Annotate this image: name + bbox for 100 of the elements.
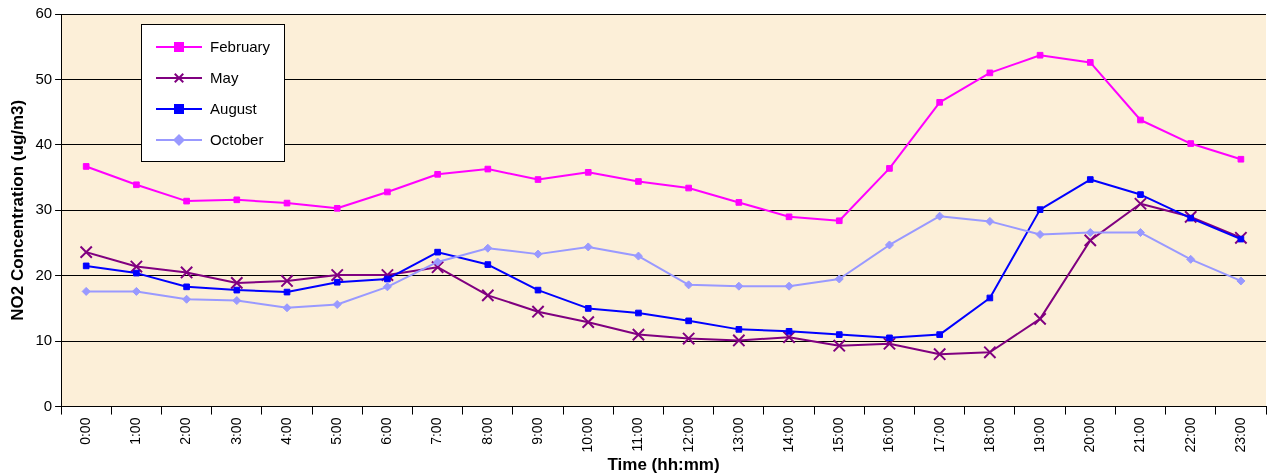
point (1186, 254, 1196, 264)
y-tick-label: 30 (35, 200, 53, 218)
point (1035, 229, 1045, 239)
point (782, 330, 796, 344)
point (183, 283, 190, 291)
point (1237, 155, 1245, 163)
x-tick-label: 15:00 (830, 417, 847, 453)
point (633, 251, 643, 261)
point (283, 199, 291, 207)
x-tick-label: 14:00 (779, 417, 796, 453)
point (484, 165, 492, 173)
point (735, 326, 743, 333)
point (382, 282, 392, 292)
point (1236, 276, 1246, 286)
point (983, 345, 997, 359)
x-tick-label: 16:00 (880, 417, 897, 453)
point (732, 333, 746, 348)
y-axis-title: NO2 Concentration (ug/m3) (7, 99, 27, 321)
point (635, 309, 642, 317)
point (183, 197, 190, 205)
point (534, 286, 542, 294)
y-tick-label: 0 (43, 396, 53, 414)
point (1237, 235, 1245, 243)
point (1184, 210, 1198, 224)
point (986, 294, 994, 302)
point (1085, 228, 1095, 238)
point (332, 300, 342, 309)
point (79, 245, 93, 259)
point (1086, 176, 1094, 183)
point (384, 275, 391, 283)
point (534, 176, 542, 183)
point (785, 213, 793, 221)
point (933, 347, 947, 361)
point (434, 248, 441, 256)
point (681, 331, 696, 346)
x-tick-label: 22:00 (1181, 417, 1198, 453)
point (82, 163, 90, 170)
point (884, 240, 894, 250)
point (230, 276, 244, 290)
x-axis-title: Time (hh:mm) (607, 455, 720, 475)
point (785, 328, 793, 335)
point (182, 294, 192, 304)
point (835, 217, 843, 225)
point (986, 69, 994, 77)
point (1133, 197, 1148, 211)
point (133, 269, 140, 277)
point (333, 204, 341, 212)
x-tick-label: 9:00 (528, 417, 545, 445)
point (333, 278, 341, 286)
point (1036, 51, 1044, 59)
point (635, 178, 642, 185)
x-tick-label: 19:00 (1030, 417, 1047, 453)
x-tick-label: 10:00 (579, 417, 596, 453)
point (834, 274, 844, 284)
point (985, 216, 995, 226)
point (1187, 140, 1195, 147)
point (282, 303, 292, 313)
x-tick-label: 11:00 (629, 417, 646, 452)
point (886, 165, 893, 172)
x-tick-label: 21:00 (1131, 417, 1148, 453)
x-tick-label: 17:00 (930, 417, 947, 453)
point (531, 305, 545, 319)
point (330, 268, 344, 282)
point (936, 99, 943, 106)
point (232, 296, 242, 306)
point (233, 196, 241, 204)
point (685, 317, 692, 325)
point (1033, 312, 1047, 326)
y-tick-label: 40 (35, 135, 53, 152)
point (1083, 233, 1097, 248)
point (631, 327, 646, 342)
point (1086, 59, 1094, 66)
point (484, 261, 492, 268)
point (483, 243, 493, 253)
y-tick-label: 50 (35, 69, 53, 87)
point (179, 265, 194, 280)
legend-label: February (210, 38, 271, 55)
point (1137, 116, 1144, 124)
point (233, 286, 241, 294)
y-tick-label: 60 (35, 4, 53, 22)
point (1036, 206, 1044, 213)
x-tick-label: 23:00 (1231, 417, 1248, 453)
point (581, 315, 595, 329)
legend-label: May (210, 69, 239, 86)
point (1137, 191, 1144, 198)
x-tick-label: 0:00 (77, 417, 94, 445)
point (882, 337, 897, 351)
point (133, 181, 140, 189)
point (433, 257, 443, 267)
legend-label: August (210, 100, 257, 117)
point (835, 331, 843, 338)
y-tick-label: 20 (35, 265, 53, 283)
point (533, 249, 543, 259)
x-tick-label: 2:00 (177, 417, 194, 445)
point (434, 170, 441, 178)
point (380, 268, 395, 282)
point (936, 331, 943, 338)
point (935, 211, 945, 221)
point (82, 262, 90, 270)
x-tick-label: 8:00 (478, 417, 495, 445)
